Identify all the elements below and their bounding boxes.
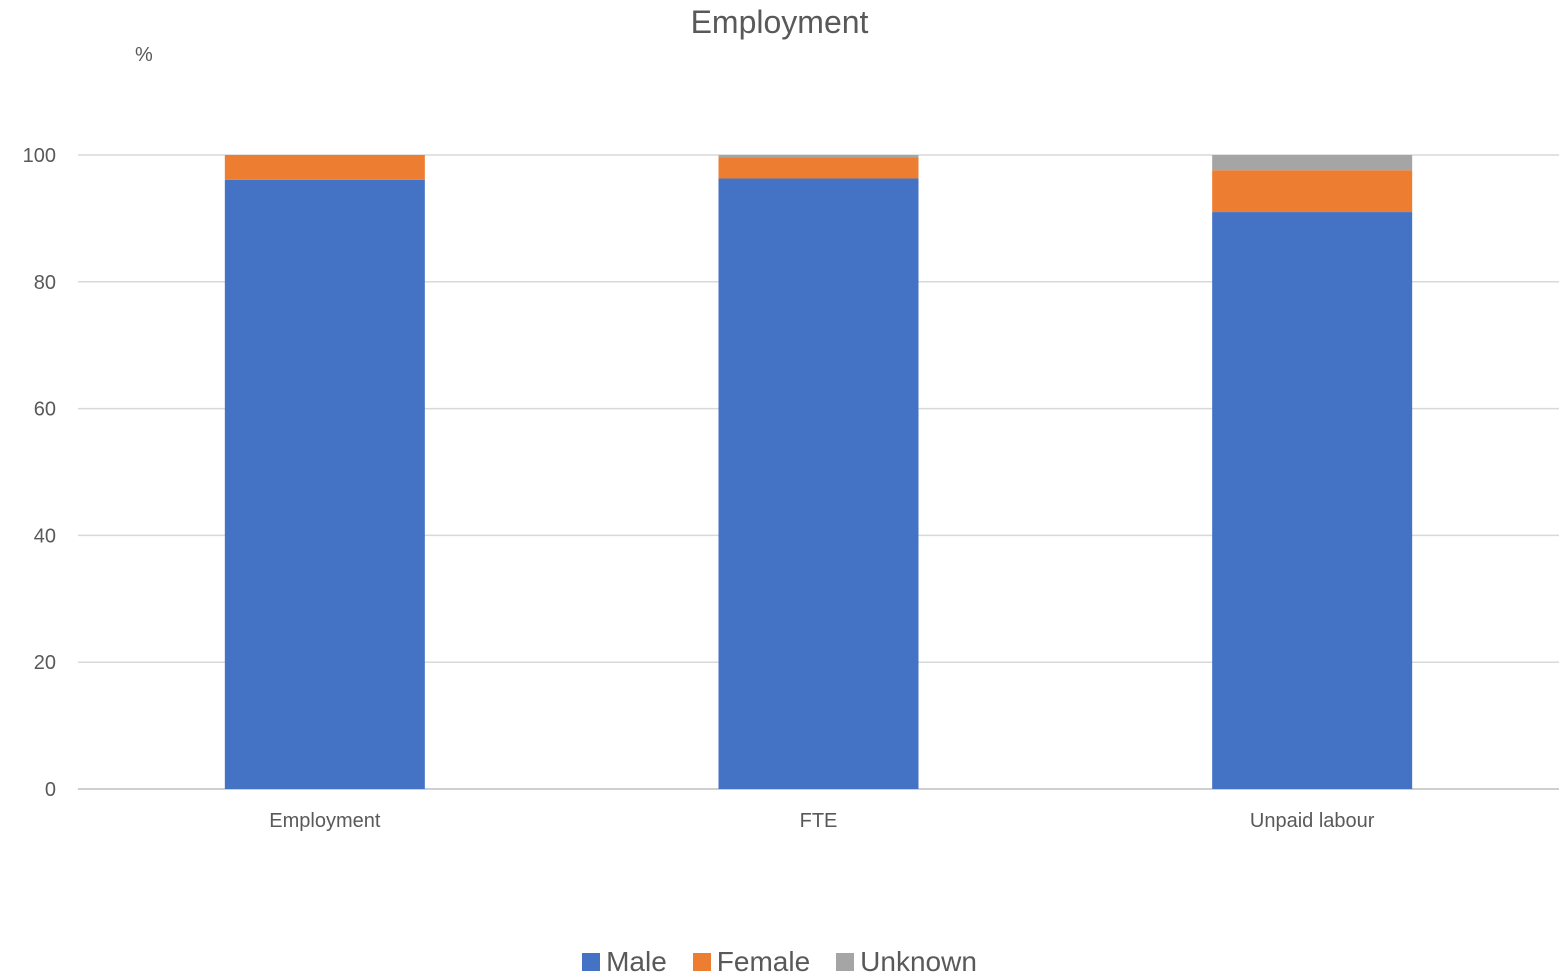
bar-unknown-unpaid-labour — [1212, 155, 1413, 171]
legend: Male Female Unknown — [0, 946, 1559, 978]
y-tick-label: 40 — [34, 525, 56, 547]
bar-male-employment — [224, 179, 425, 789]
bar-female-unpaid-labour — [1212, 170, 1413, 213]
y-axis-unit-label: % — [135, 44, 153, 66]
legend-label: Male — [606, 946, 667, 977]
legend-swatch — [692, 953, 711, 971]
x-tick-label: Employment — [269, 810, 381, 832]
legend-item-male: Male — [582, 946, 667, 978]
bar-male-fte — [718, 178, 919, 789]
legend-item-unknown: Unknown — [836, 946, 977, 978]
legend-label: Female — [716, 946, 811, 977]
bar-female-fte — [718, 157, 919, 179]
x-tick-label: Unpaid labour — [1250, 810, 1375, 832]
bars — [224, 155, 1413, 789]
x-tick-label: FTE — [800, 810, 838, 832]
legend-label: Unknown — [860, 946, 977, 977]
y-tick-label: 80 — [34, 272, 56, 294]
chart-title: Employment — [690, 4, 869, 40]
x-axis-ticks: Employment FTE Unpaid labour — [269, 810, 1375, 832]
y-tick-label: 20 — [34, 652, 56, 674]
legend-item-female: Female — [692, 946, 811, 978]
y-tick-label: 0 — [45, 779, 56, 801]
legend-swatch — [836, 953, 855, 971]
legend-swatch — [582, 953, 601, 971]
bar-male-unpaid-labour — [1212, 212, 1413, 789]
y-tick-label: 100 — [23, 145, 56, 167]
y-tick-label: 60 — [34, 399, 56, 421]
y-axis-ticks: 0 20 40 60 80 100 — [23, 145, 56, 801]
bar-female-employment — [224, 155, 425, 180]
bar-unknown-fte — [718, 155, 919, 158]
